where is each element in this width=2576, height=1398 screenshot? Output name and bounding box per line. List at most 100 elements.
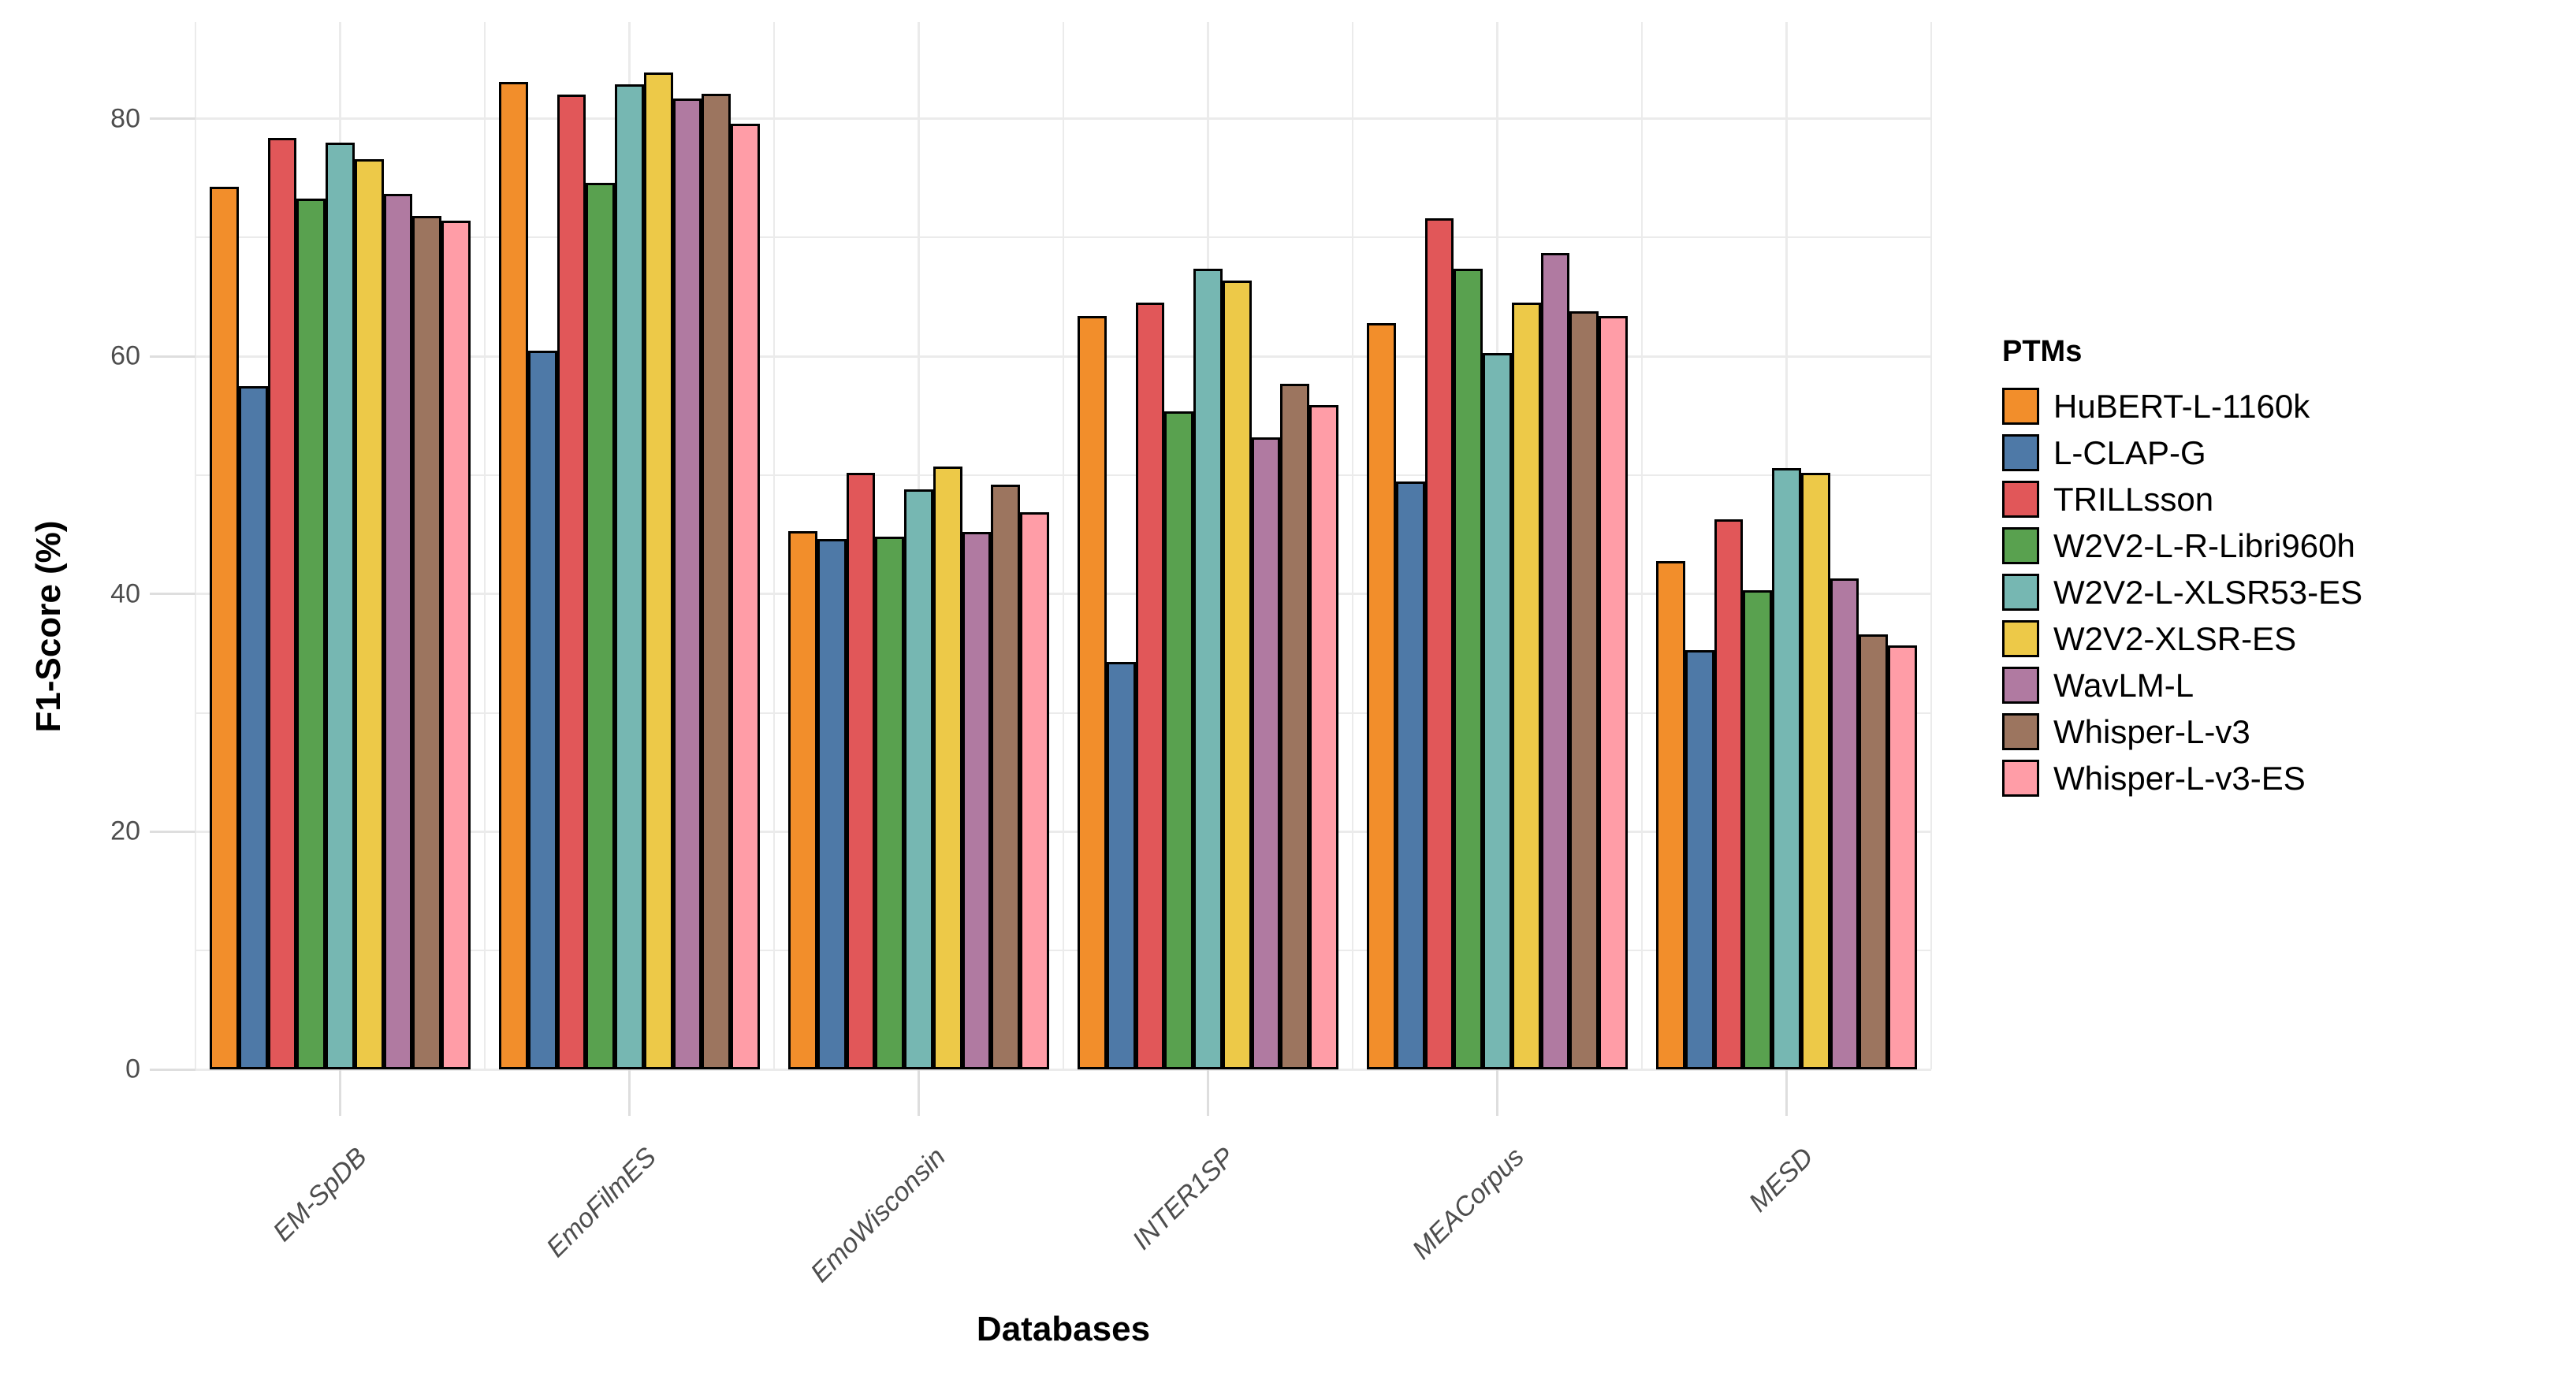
legend-item-label: Whisper-L-v3-ES <box>2053 759 2306 797</box>
bar-INTER1SP-TRILLsson <box>1135 303 1165 1069</box>
bar-EmoFilmES-W2V2-L-XLSR53-ES <box>615 84 644 1069</box>
bar-MESD-W2V2-XLSR-ES <box>1800 472 1830 1069</box>
legend-swatch-W2V2-L-XLSR53-ES <box>2002 574 2039 611</box>
legend-swatch-HuBERT-L-1160k <box>2002 388 2039 425</box>
legend-item-label: W2V2-L-R-Libri960h <box>2053 526 2355 564</box>
bar-EM-SpDB-W2V2-XLSR-ES <box>354 158 384 1069</box>
x-tick-label-MEACorpus: MEACorpus <box>1405 1142 1530 1266</box>
bar-MESD-L-CLAP-G <box>1685 649 1714 1069</box>
bar-EmoWisconsin-HuBERT-L-1160k <box>788 530 818 1069</box>
bar-INTER1SP-Whisper-L-v3-ES <box>1308 405 1338 1069</box>
legend-item-Whisper-L-v3-ES: Whisper-L-v3-ES <box>2002 755 2362 801</box>
bar-EmoFilmES-L-CLAP-G <box>528 350 557 1069</box>
bar-MEACorpus-WavLM-L <box>1540 253 1570 1069</box>
bar-MESD-HuBERT-L-1160k <box>1656 560 1686 1069</box>
y-axis-title: F1-Score (%) <box>29 520 68 733</box>
bar-EM-SpDB-WavLM-L <box>383 193 413 1069</box>
bar-EmoWisconsin-W2V2-L-XLSR53-ES <box>904 489 933 1069</box>
legend-item-label: HuBERT-L-1160k <box>2053 387 2310 425</box>
legend-item-W2V2-XLSR-ES: W2V2-XLSR-ES <box>2002 615 2362 662</box>
bar-MESD-Whisper-L-v3 <box>1859 634 1888 1069</box>
gridline-minor-x2 <box>773 22 775 1069</box>
gridline-minor-x1 <box>484 22 486 1069</box>
x-tick-mark-MESD <box>1785 1069 1788 1116</box>
bar-EmoFilmES-W2V2-XLSR-ES <box>643 72 673 1069</box>
bar-EM-SpDB-W2V2-L-R-Libri960h <box>296 198 326 1069</box>
x-tick-mark-INTER1SP <box>1207 1069 1209 1116</box>
bar-EmoFilmES-W2V2-L-R-Libri960h <box>586 183 616 1069</box>
gridline-minor-x0 <box>195 22 196 1069</box>
x-tick-mark-EM-SpDB <box>339 1069 341 1116</box>
legend-items: HuBERT-L-1160k L-CLAP-G TRILLsson W2V2-L-R-… <box>2002 383 2362 801</box>
bar-EmoFilmES-WavLM-L <box>672 98 702 1069</box>
legend-item-label: TRILLsson <box>2053 480 2214 518</box>
y-tick-mark-0 <box>150 1068 195 1071</box>
legend-swatch-TRILLsson <box>2002 481 2039 518</box>
y-tick-label-80: 80 <box>110 103 140 134</box>
x-tick-label-EmoFilmES: EmoFilmES <box>540 1142 662 1263</box>
bar-EmoWisconsin-Whisper-L-v3-ES <box>1019 511 1049 1069</box>
legend-item-Whisper-L-v3: Whisper-L-v3 <box>2002 708 2362 755</box>
bar-EM-SpDB-L-CLAP-G <box>239 385 268 1069</box>
legend-item-label: Whisper-L-v3 <box>2053 712 2250 750</box>
legend-item-L-CLAP-G: L-CLAP-G <box>2002 429 2362 476</box>
bar-MEACorpus-W2V2-L-R-Libri960h <box>1454 268 1483 1069</box>
bar-EmoFilmES-TRILLsson <box>557 95 586 1069</box>
legend-item-W2V2-L-R-Libri960h: W2V2-L-R-Libri960h <box>2002 522 2362 569</box>
y-tick-label-40: 40 <box>110 578 140 609</box>
bar-EmoWisconsin-L-CLAP-G <box>817 539 847 1069</box>
bar-INTER1SP-W2V2-XLSR-ES <box>1222 280 1252 1069</box>
bar-MESD-WavLM-L <box>1830 578 1859 1069</box>
bar-EmoFilmES-HuBERT-L-1160k <box>499 81 529 1069</box>
bar-MEACorpus-Whisper-L-v3-ES <box>1598 315 1628 1069</box>
legend-swatch-Whisper-L-v3 <box>2002 713 2039 750</box>
y-tick-mark-20 <box>150 830 195 833</box>
bar-MEACorpus-W2V2-L-XLSR53-ES <box>1483 352 1512 1069</box>
bar-MESD-Whisper-L-v3-ES <box>1887 645 1917 1069</box>
legend-swatch-Whisper-L-v3-ES <box>2002 760 2039 797</box>
legend-swatch-W2V2-L-R-Libri960h <box>2002 527 2039 564</box>
bar-MESD-TRILLsson <box>1714 519 1744 1069</box>
bar-EM-SpDB-W2V2-L-XLSR53-ES <box>326 142 355 1069</box>
y-tick-label-60: 60 <box>110 340 140 371</box>
bar-EmoFilmES-Whisper-L-v3 <box>702 93 731 1069</box>
bar-EmoWisconsin-W2V2-XLSR-ES <box>932 467 962 1069</box>
legend-item-W2V2-L-XLSR53-ES: W2V2-L-XLSR53-ES <box>2002 569 2362 615</box>
x-tick-label-EM-SpDB: EM-SpDB <box>266 1142 373 1247</box>
bar-INTER1SP-W2V2-L-XLSR53-ES <box>1193 268 1223 1069</box>
bar-EmoWisconsin-TRILLsson <box>846 472 876 1069</box>
x-tick-mark-EmoWisconsin <box>918 1069 920 1116</box>
gridline-minor-x4 <box>1352 22 1353 1069</box>
bar-EmoFilmES-Whisper-L-v3-ES <box>730 123 760 1069</box>
x-tick-mark-EmoFilmES <box>628 1069 631 1116</box>
y-tick-label-20: 20 <box>110 816 140 846</box>
bar-INTER1SP-L-CLAP-G <box>1107 661 1136 1069</box>
legend-item-TRILLsson: TRILLsson <box>2002 476 2362 522</box>
bar-INTER1SP-HuBERT-L-1160k <box>1078 315 1107 1069</box>
bar-MEACorpus-L-CLAP-G <box>1396 481 1425 1069</box>
x-tick-label-MESD: MESD <box>1743 1142 1819 1218</box>
legend-swatch-W2V2-XLSR-ES <box>2002 620 2039 657</box>
bar-EM-SpDB-HuBERT-L-1160k <box>210 186 240 1069</box>
bar-MEACorpus-TRILLsson <box>1424 218 1454 1069</box>
bar-EM-SpDB-TRILLsson <box>267 137 297 1069</box>
bar-EmoWisconsin-WavLM-L <box>962 532 992 1069</box>
legend-item-HuBERT-L-1160k: HuBERT-L-1160k <box>2002 383 2362 429</box>
legend-item-label: L-CLAP-G <box>2053 433 2206 471</box>
bar-MEACorpus-Whisper-L-v3 <box>1569 310 1599 1069</box>
legend: PTMs HuBERT-L-1160k L-CLAP-G TRILLsson W2V2… <box>2002 335 2362 801</box>
legend-item-label: W2V2-L-XLSR53-ES <box>2053 573 2363 611</box>
bar-MESD-W2V2-L-XLSR53-ES <box>1772 467 1801 1069</box>
bar-EM-SpDB-Whisper-L-v3 <box>412 216 441 1069</box>
gridline-minor-x3 <box>1063 22 1064 1069</box>
gridline-major-y0 <box>195 1068 1931 1071</box>
y-tick-mark-40 <box>150 593 195 596</box>
bar-EM-SpDB-Whisper-L-v3-ES <box>441 221 471 1069</box>
bar-MESD-W2V2-L-R-Libri960h <box>1743 590 1773 1069</box>
bar-MEACorpus-W2V2-XLSR-ES <box>1511 303 1541 1069</box>
legend-item-WavLM-L: WavLM-L <box>2002 662 2362 708</box>
x-tick-label-EmoWisconsin: EmoWisconsin <box>804 1142 951 1288</box>
y-tick-label-0: 0 <box>125 1054 140 1084</box>
bar-INTER1SP-W2V2-L-R-Libri960h <box>1164 411 1194 1069</box>
